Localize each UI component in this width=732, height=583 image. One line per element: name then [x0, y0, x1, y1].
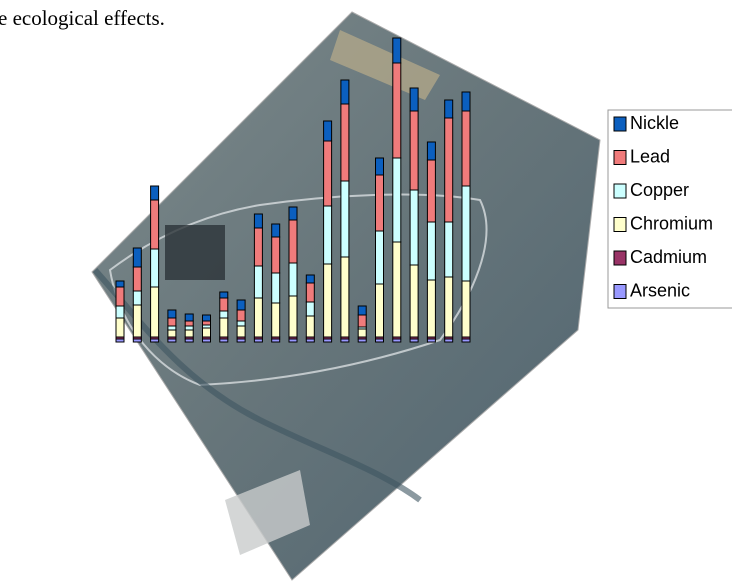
bar-segment	[220, 298, 228, 311]
bar-segment	[254, 228, 262, 266]
bar-segment	[220, 311, 228, 318]
bar-segment	[237, 310, 245, 321]
bar-segment	[427, 280, 435, 337]
bar-segment	[306, 302, 314, 316]
chart: e ecological effects. Arsenic Cadmium Chro…	[0, 0, 732, 583]
bar-segment	[341, 104, 349, 181]
legend-swatch	[614, 184, 626, 198]
bar-segment	[445, 100, 453, 118]
bar-segment	[462, 92, 470, 111]
bar-segment	[462, 281, 470, 337]
bar-segment	[376, 284, 384, 337]
bar-segment	[203, 328, 211, 337]
bar-segment	[254, 266, 262, 298]
bar-segment	[220, 318, 228, 337]
bar-segment	[410, 111, 418, 190]
bar-segment	[254, 298, 262, 337]
bar-segment	[393, 63, 401, 158]
bar-segment	[254, 214, 262, 228]
bar-segment	[116, 287, 124, 306]
bar-segment	[203, 315, 211, 321]
bar-segment	[272, 273, 280, 303]
bar-segment	[185, 314, 193, 321]
bar-segment	[324, 121, 332, 141]
bar-segment	[324, 141, 332, 206]
bar-segment	[151, 287, 159, 337]
bar-segment	[410, 265, 418, 337]
bar-segment	[393, 38, 401, 63]
legend-label: Cadmium	[630, 247, 707, 267]
bar-segment	[427, 160, 435, 222]
legend-box	[608, 110, 732, 308]
bar-segment	[376, 175, 384, 231]
bar-segment	[133, 267, 141, 291]
bar-segment	[151, 186, 159, 200]
bar-segment	[168, 310, 176, 318]
bar-segment	[427, 142, 435, 160]
bar-segment	[237, 326, 245, 337]
bar-segment	[220, 292, 228, 298]
bar-segment	[410, 190, 418, 265]
legend-label: Copper	[630, 180, 689, 200]
bar-segment	[237, 321, 245, 326]
legend-label: Arsenic	[630, 280, 690, 300]
bar-segment	[445, 222, 453, 277]
bar-segment	[410, 88, 418, 111]
bar-segment	[151, 249, 159, 287]
bar-segment	[185, 330, 193, 337]
bar-segment	[358, 306, 366, 315]
bar-segment	[203, 321, 211, 325]
bar-segment	[168, 318, 176, 326]
bar-segment	[272, 237, 280, 273]
intro-text: e ecological effects.	[0, 6, 165, 30]
bar-segment	[185, 326, 193, 330]
bar-segment	[116, 318, 124, 337]
bar-segment	[168, 330, 176, 337]
bar-segment	[341, 181, 349, 257]
legend-swatch	[614, 285, 626, 299]
bar-segment	[462, 111, 470, 186]
bar-segment	[289, 220, 297, 263]
bar-segment	[376, 231, 384, 284]
bar-segment	[151, 200, 159, 249]
bar-segment	[272, 224, 280, 237]
bar-segment	[358, 329, 366, 337]
bar-segment	[358, 315, 366, 327]
bar-segment	[324, 264, 332, 337]
bar-segment	[306, 283, 314, 302]
bar-segment	[185, 321, 193, 326]
legend-swatch	[614, 117, 626, 131]
legend-label: Lead	[630, 146, 670, 166]
bar-segment	[445, 118, 453, 222]
legend-label: Chromium	[630, 213, 713, 233]
bar-segment	[393, 158, 401, 242]
legend-swatch	[614, 218, 626, 232]
bar-segment	[289, 263, 297, 296]
bar-segment	[133, 291, 141, 305]
bar-segment	[306, 275, 314, 283]
bar-segment	[116, 281, 124, 287]
legend-swatch	[614, 151, 626, 165]
bar-segment	[341, 80, 349, 104]
bar-segment	[445, 277, 453, 337]
bar-segment	[289, 207, 297, 220]
bar-segment	[427, 222, 435, 280]
bar-segment	[272, 303, 280, 337]
bar-segment	[133, 248, 141, 267]
bar-segment	[462, 186, 470, 281]
legend-swatch	[614, 251, 626, 265]
bar-segment	[289, 296, 297, 337]
bar-segment	[168, 326, 176, 330]
bar-segment	[237, 300, 245, 310]
bar-segment	[341, 257, 349, 337]
bar-segment	[393, 242, 401, 337]
bar-segment	[324, 206, 332, 264]
bar-segment	[133, 305, 141, 337]
legend-label: Nickle	[630, 113, 679, 133]
bar-segment	[376, 158, 384, 175]
bar-segment	[116, 306, 124, 318]
bar-segment	[306, 316, 314, 337]
